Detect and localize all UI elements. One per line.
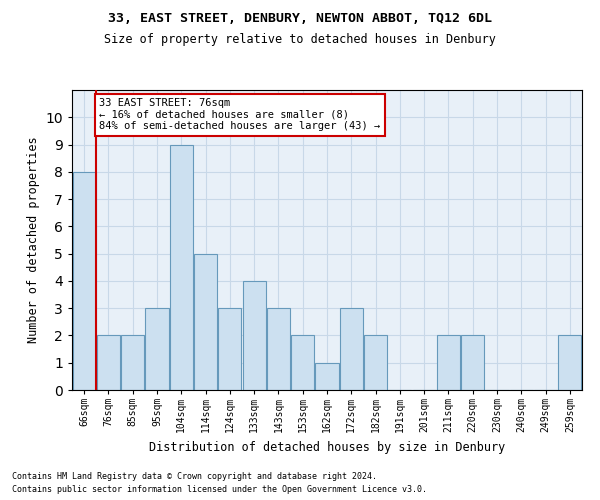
- Bar: [291, 336, 314, 390]
- Text: 33 EAST STREET: 76sqm
← 16% of detached houses are smaller (8)
84% of semi-detac: 33 EAST STREET: 76sqm ← 16% of detached …: [99, 98, 380, 132]
- Bar: [437, 336, 460, 390]
- Bar: [73, 172, 95, 390]
- Text: Size of property relative to detached houses in Denbury: Size of property relative to detached ho…: [104, 32, 496, 46]
- Text: Contains HM Land Registry data © Crown copyright and database right 2024.: Contains HM Land Registry data © Crown c…: [12, 472, 377, 481]
- Bar: [316, 362, 338, 390]
- Bar: [218, 308, 241, 390]
- Text: Contains public sector information licensed under the Open Government Licence v3: Contains public sector information licen…: [12, 485, 427, 494]
- Bar: [242, 281, 266, 390]
- Bar: [194, 254, 217, 390]
- Bar: [145, 308, 169, 390]
- Bar: [559, 336, 581, 390]
- Bar: [170, 144, 193, 390]
- Bar: [461, 336, 484, 390]
- Bar: [364, 336, 387, 390]
- X-axis label: Distribution of detached houses by size in Denbury: Distribution of detached houses by size …: [149, 440, 505, 454]
- Bar: [340, 308, 363, 390]
- Y-axis label: Number of detached properties: Number of detached properties: [27, 136, 40, 344]
- Text: 33, EAST STREET, DENBURY, NEWTON ABBOT, TQ12 6DL: 33, EAST STREET, DENBURY, NEWTON ABBOT, …: [108, 12, 492, 26]
- Bar: [121, 336, 144, 390]
- Bar: [97, 336, 120, 390]
- Bar: [267, 308, 290, 390]
